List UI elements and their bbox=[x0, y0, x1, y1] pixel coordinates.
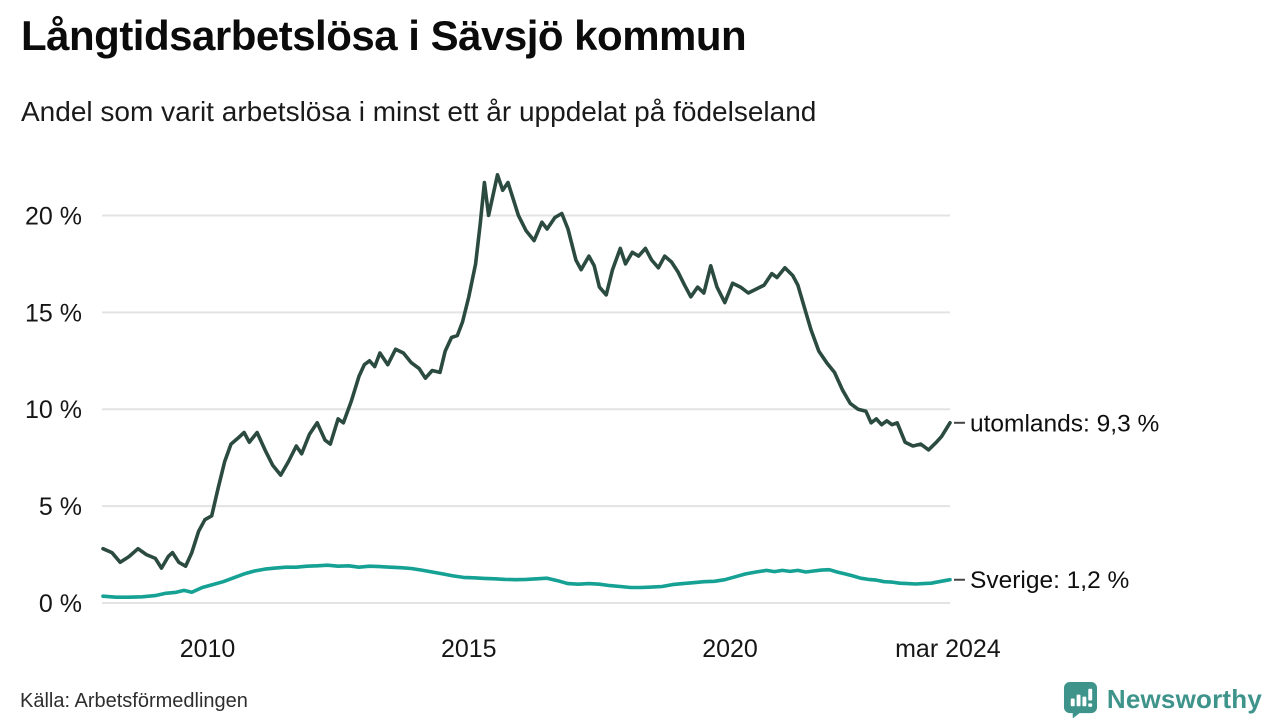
series-label-Sverige: Sverige: 1,2 % bbox=[970, 567, 1129, 594]
brand-lockup: Newsworthy bbox=[1063, 681, 1262, 718]
x-tick-label: 2020 bbox=[702, 635, 758, 663]
x-tick-label: 2010 bbox=[180, 635, 236, 663]
series-label-utomlands: utomlands: 9,3 % bbox=[970, 410, 1159, 437]
brand-name: Newsworthy bbox=[1106, 684, 1262, 714]
y-tick-label: 20 % bbox=[25, 202, 82, 230]
series-line-utomlands bbox=[101, 173, 952, 570]
source-note: Källa: Arbetsförmedlingen bbox=[20, 690, 248, 712]
y-tick-label: 15 % bbox=[25, 299, 82, 327]
page-title: Långtidsarbetslösa i Sävsjö kommun bbox=[21, 12, 747, 59]
page-subtitle: Andel som varit arbetslösa i minst ett å… bbox=[21, 96, 817, 127]
y-tick-label: 10 % bbox=[25, 396, 82, 424]
y-tick-label: 5 % bbox=[39, 493, 82, 521]
x-tick-label: 2015 bbox=[441, 635, 497, 663]
y-tick-label: 0 % bbox=[39, 590, 82, 618]
series-line-Sverige bbox=[101, 563, 952, 600]
newsworthy-logo-icon bbox=[1063, 681, 1098, 718]
x-tick-label: mar 2024 bbox=[895, 635, 1001, 663]
